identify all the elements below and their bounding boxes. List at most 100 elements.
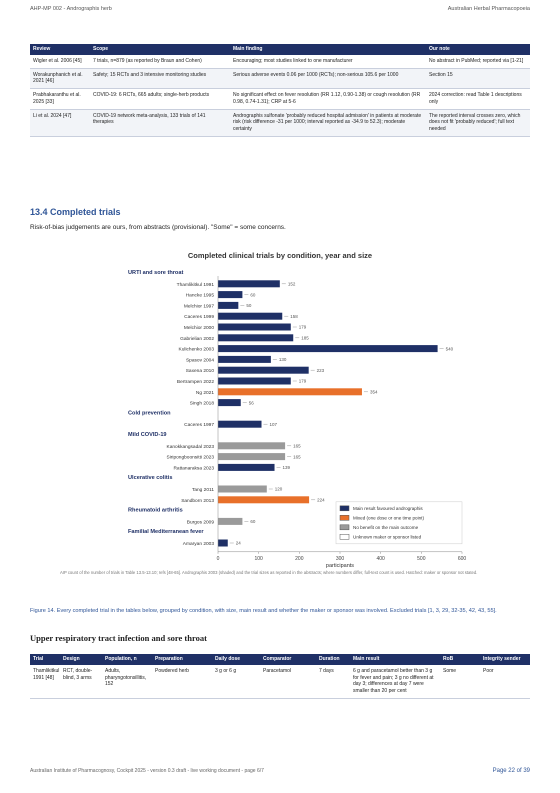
bar-label: Spasov 2004 <box>186 357 214 363</box>
bar <box>218 517 243 525</box>
value-label: 179 <box>299 325 307 330</box>
x-tick-label: 0 <box>217 556 220 562</box>
column-header: Daily dose <box>212 654 260 665</box>
footer-left: Australian Institute of Pharmacognosy, C… <box>30 768 264 774</box>
table-cell: Section 15 <box>426 68 530 89</box>
bar <box>218 345 438 353</box>
value-label: 139 <box>283 465 291 470</box>
bar-label: Sandborn 2013 <box>181 498 214 504</box>
bar-label: Bertrampen 2022 <box>177 379 214 385</box>
table-cell: Poor <box>480 664 530 699</box>
bar <box>218 280 280 288</box>
value-label: 158 <box>290 314 298 319</box>
bar <box>218 485 267 493</box>
bar <box>218 312 283 320</box>
column-header: Main result <box>350 654 440 665</box>
bar <box>218 442 286 450</box>
bar <box>218 323 291 331</box>
bar <box>218 388 362 396</box>
table-cell: Li et al. 2024 [47] <box>30 109 90 137</box>
column-header: Design <box>60 654 102 665</box>
bar-label: Rattanaraksa 2023 <box>173 465 214 471</box>
bar-label: Amaryan 2003 <box>183 541 215 547</box>
review-table: Review Scope Main finding Our note Wigler et… <box>30 44 530 137</box>
subheading: Upper respiratory tract infection and so… <box>30 633 207 643</box>
value-label: 24 <box>236 541 242 546</box>
value-label: 223 <box>317 368 325 373</box>
value-label: 60 <box>250 292 256 297</box>
header-right: Australian Herbal Pharmacopoeia <box>447 6 530 12</box>
legend-swatch <box>339 515 350 521</box>
bar-label: Gabrielian 2002 <box>180 336 214 342</box>
table-cell: No significant effect on fever resolutio… <box>230 88 426 110</box>
value-label: 120 <box>275 487 283 492</box>
table-cell: COVID-19: 6 RCTs, 665 adults; single-her… <box>90 88 230 110</box>
column-header: RoB <box>440 654 480 665</box>
section-intro: Risk-of-bias judgements are ours, from a… <box>30 224 286 231</box>
x-tick-label: 100 <box>254 556 263 562</box>
column-header: Scope <box>90 44 230 55</box>
value-label: 354 <box>370 390 378 395</box>
value-label: 50 <box>246 303 252 308</box>
bar-label: Kulichenko 2003 <box>179 347 215 353</box>
bar-label: Thamlikitkul 1991 <box>177 282 215 288</box>
bar-label: Singh 2018 <box>190 401 215 407</box>
bar-label: Melchior 2000 <box>184 325 214 331</box>
legend-label: Unknown maker or sponsor listed <box>353 535 422 540</box>
column-header: Review <box>30 44 90 55</box>
bar-label: Hancke 1995 <box>186 293 215 299</box>
legend-swatch <box>339 534 350 540</box>
bar-label: Ng 2021 <box>196 390 214 396</box>
group-label: Ulcerative colitis <box>128 475 172 481</box>
legend-swatch <box>339 524 350 531</box>
table-cell: Safety; 15 RCTs and 3 intensive monitori… <box>90 68 230 89</box>
bar <box>218 463 275 471</box>
table-cell: Prabhakaranthu et al. 2025 [33] <box>30 88 90 110</box>
group-label: Rheumatoid arthritis <box>128 508 183 514</box>
chart-note-text: AIP count of the number of trials in Tab… <box>60 569 478 575</box>
section-heading: 13.4 Completed trials <box>30 207 121 217</box>
legend-label: No benefit on the main outcome <box>353 525 419 530</box>
bar-label: Caceres 1999 <box>184 314 214 320</box>
bar <box>218 301 239 309</box>
bar <box>218 355 271 363</box>
bar-label: Saxena 2010 <box>186 368 215 374</box>
chart-title: Completed clinical trials by condition, … <box>188 251 372 260</box>
table-cell: Paracetamol <box>260 664 316 699</box>
table-cell: Adults, pharyngotonsillitis, 152 <box>102 664 152 699</box>
table-cell: Serious adverse events 0.06 per 1000 (RC… <box>230 68 426 89</box>
bar-label: Caceres 1997 <box>184 422 214 428</box>
bar <box>218 496 310 504</box>
column-header: Comparator <box>260 654 316 665</box>
table-cell: Powdered herb <box>152 664 212 699</box>
table-cell: RCT, double-blind, 3 arms <box>60 664 102 699</box>
legend-swatch <box>339 505 350 512</box>
table-cell: 7 trials, n=879 (as reported by Braun an… <box>90 54 230 69</box>
x-tick-label: 300 <box>336 556 345 562</box>
table-cell: Thamlikitkul 1991 [48] <box>30 664 60 699</box>
x-tick-label: 600 <box>458 556 467 562</box>
legend-box <box>335 501 463 545</box>
table-cell: 6 g and paracetamol better than 3 g for … <box>350 664 440 699</box>
group-label: Cold prevention <box>128 410 171 416</box>
column-header: Main finding <box>230 44 426 55</box>
bar-label: Kanokkangsadal 2023 <box>167 444 215 450</box>
value-label: 224 <box>317 498 325 503</box>
column-header: Population, n <box>102 654 152 665</box>
value-label: 56 <box>249 400 255 405</box>
footer-right: Page 22 of 39 <box>492 768 530 774</box>
bar <box>218 539 228 547</box>
figure-caption: Figure 14. Every completed trial in the … <box>30 608 497 614</box>
column-header: Trial <box>30 654 60 665</box>
x-tick-label: 400 <box>376 556 385 562</box>
legend-label: Main result favoured andrographis <box>353 506 423 511</box>
table-cell: COVID-19 network meta-analysis, 133 tria… <box>90 109 230 137</box>
bar <box>218 291 243 299</box>
value-label: 60 <box>250 519 256 524</box>
value-label: 540 <box>446 346 454 351</box>
table-cell: Wigler et al. 2006 [45] <box>30 54 90 69</box>
bar-label: Melchior 1997 <box>184 303 214 309</box>
trial-table: Trial Design Population, n Preparation Daily… <box>30 654 530 699</box>
value-label: 152 <box>288 282 296 287</box>
